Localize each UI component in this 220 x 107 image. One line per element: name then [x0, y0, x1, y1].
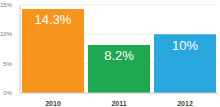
svg-text:0%: 0%: [8, 90, 13, 96]
svg-text:14.3%: 14.3%: [35, 12, 72, 27]
svg-text:15%: 15%: [8, 2, 13, 8]
svg-text:10%: 10%: [8, 31, 13, 37]
svg-text:10%: 10%: [172, 38, 198, 53]
svg-text:2010: 2010: [45, 100, 61, 107]
svg-text:5%: 5%: [8, 61, 13, 67]
svg-text:2012: 2012: [177, 100, 193, 107]
svg-text:2011: 2011: [111, 100, 126, 107]
svg-text:8.2%: 8.2%: [104, 48, 134, 63]
